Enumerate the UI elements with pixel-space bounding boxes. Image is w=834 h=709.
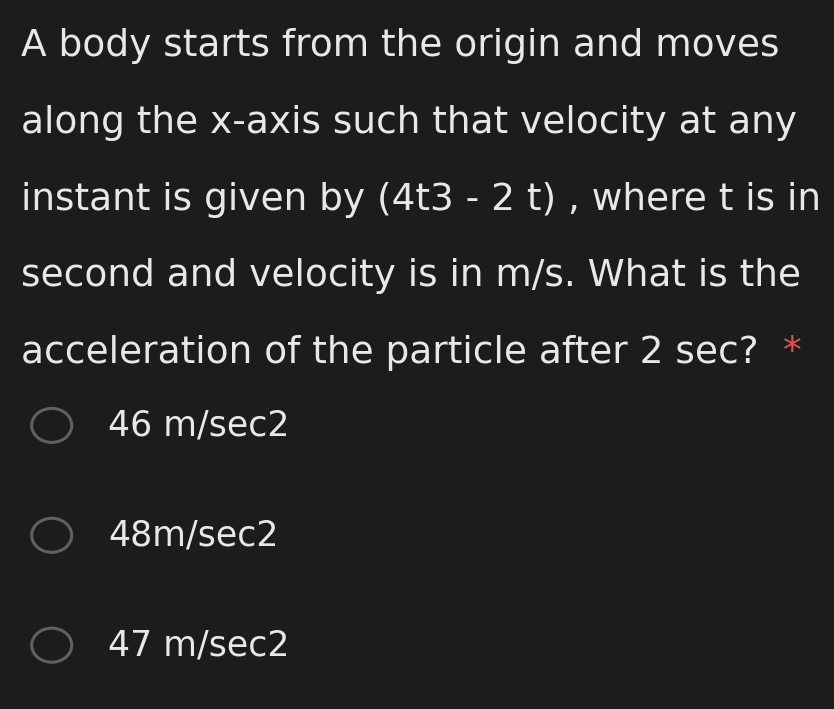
Text: 46 m/sec2: 46 m/sec2 <box>108 408 290 442</box>
Text: instant is given by (4t3 - 2 t) , where t is in: instant is given by (4t3 - 2 t) , where … <box>21 182 821 218</box>
Text: 48m/sec2: 48m/sec2 <box>108 518 279 552</box>
Text: acceleration of the particle after 2 sec?: acceleration of the particle after 2 sec… <box>21 335 758 371</box>
Text: A body starts from the origin and moves: A body starts from the origin and moves <box>21 28 779 65</box>
Text: *: * <box>771 335 802 371</box>
Text: 47 m/sec2: 47 m/sec2 <box>108 628 290 662</box>
Text: second and velocity is in m/s. What is the: second and velocity is in m/s. What is t… <box>21 258 801 294</box>
Text: along the x-axis such that velocity at any: along the x-axis such that velocity at a… <box>21 105 796 141</box>
